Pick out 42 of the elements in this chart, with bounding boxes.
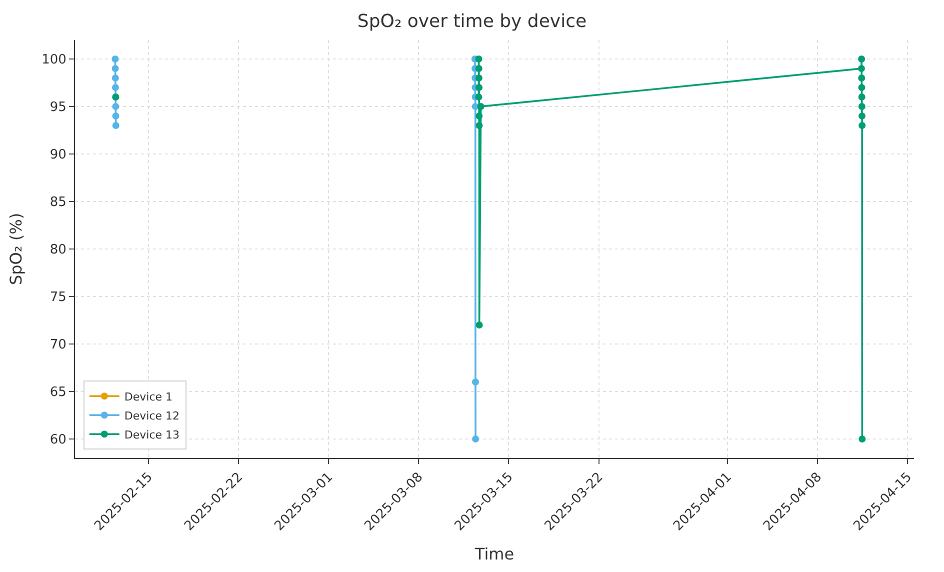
point bbox=[858, 84, 866, 91]
point bbox=[858, 122, 866, 129]
point bbox=[476, 122, 483, 129]
y-tick-label: 85 bbox=[50, 195, 66, 210]
y-tick-label: 95 bbox=[50, 100, 66, 116]
point bbox=[472, 436, 480, 442]
y-tick-label: 80 bbox=[50, 242, 66, 258]
point bbox=[112, 122, 120, 129]
y-tick-label: 75 bbox=[50, 290, 66, 306]
point bbox=[112, 112, 120, 120]
point bbox=[112, 103, 120, 110]
y-tick-label: 70 bbox=[50, 338, 66, 353]
point bbox=[475, 74, 482, 82]
point bbox=[475, 56, 482, 62]
point bbox=[476, 112, 483, 120]
point bbox=[112, 74, 119, 82]
point bbox=[476, 322, 483, 328]
point bbox=[475, 65, 482, 72]
y-tick-label: 65 bbox=[50, 385, 66, 400]
point bbox=[477, 103, 484, 110]
point bbox=[858, 112, 866, 120]
point bbox=[112, 56, 119, 62]
x-axis-title: Time bbox=[474, 544, 514, 564]
point bbox=[858, 103, 866, 110]
point bbox=[476, 84, 483, 91]
y-tick-label: 100 bbox=[42, 52, 66, 68]
point bbox=[858, 436, 866, 442]
point bbox=[858, 65, 865, 72]
legend-label: Device 13 bbox=[124, 428, 180, 442]
point bbox=[858, 56, 866, 62]
point bbox=[112, 84, 119, 91]
point bbox=[475, 94, 482, 100]
legend-label: Device 12 bbox=[124, 409, 180, 422]
y-tick-label: 60 bbox=[50, 432, 66, 448]
point bbox=[858, 94, 866, 100]
point bbox=[858, 74, 866, 82]
point bbox=[472, 378, 479, 386]
y-axis-title: SpO₂ (%) bbox=[6, 212, 26, 286]
point bbox=[112, 65, 119, 72]
legend-label: Device 1 bbox=[124, 390, 173, 404]
y-tick-label: 90 bbox=[50, 148, 66, 163]
chart-title: SpO₂ over time by device bbox=[357, 10, 587, 32]
